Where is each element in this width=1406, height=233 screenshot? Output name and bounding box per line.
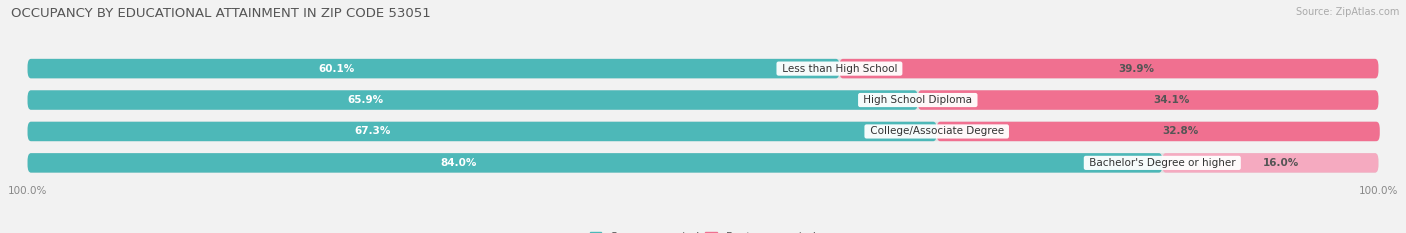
Text: 60.1%: 60.1% bbox=[318, 64, 354, 74]
Text: Less than High School: Less than High School bbox=[779, 64, 900, 74]
Text: College/Associate Degree: College/Associate Degree bbox=[866, 127, 1007, 137]
Text: 39.9%: 39.9% bbox=[1118, 64, 1154, 74]
FancyBboxPatch shape bbox=[28, 59, 1378, 78]
Text: Source: ZipAtlas.com: Source: ZipAtlas.com bbox=[1295, 7, 1399, 17]
FancyBboxPatch shape bbox=[28, 122, 1378, 141]
FancyBboxPatch shape bbox=[28, 90, 918, 110]
FancyBboxPatch shape bbox=[28, 153, 1378, 173]
Text: 34.1%: 34.1% bbox=[1153, 95, 1189, 105]
FancyBboxPatch shape bbox=[1163, 153, 1378, 173]
FancyBboxPatch shape bbox=[936, 122, 1379, 141]
Text: High School Diploma: High School Diploma bbox=[860, 95, 976, 105]
FancyBboxPatch shape bbox=[918, 90, 1378, 110]
FancyBboxPatch shape bbox=[28, 59, 839, 78]
Text: 32.8%: 32.8% bbox=[1163, 127, 1198, 137]
FancyBboxPatch shape bbox=[28, 90, 1378, 110]
Text: Bachelor's Degree or higher: Bachelor's Degree or higher bbox=[1085, 158, 1239, 168]
FancyBboxPatch shape bbox=[839, 59, 1378, 78]
Legend: Owner-occupied, Renter-occupied: Owner-occupied, Renter-occupied bbox=[585, 227, 821, 233]
Text: 84.0%: 84.0% bbox=[440, 158, 477, 168]
Text: OCCUPANCY BY EDUCATIONAL ATTAINMENT IN ZIP CODE 53051: OCCUPANCY BY EDUCATIONAL ATTAINMENT IN Z… bbox=[11, 7, 432, 20]
Text: 65.9%: 65.9% bbox=[347, 95, 384, 105]
FancyBboxPatch shape bbox=[28, 122, 936, 141]
Text: 16.0%: 16.0% bbox=[1263, 158, 1299, 168]
Text: 67.3%: 67.3% bbox=[354, 127, 391, 137]
FancyBboxPatch shape bbox=[28, 153, 1163, 173]
